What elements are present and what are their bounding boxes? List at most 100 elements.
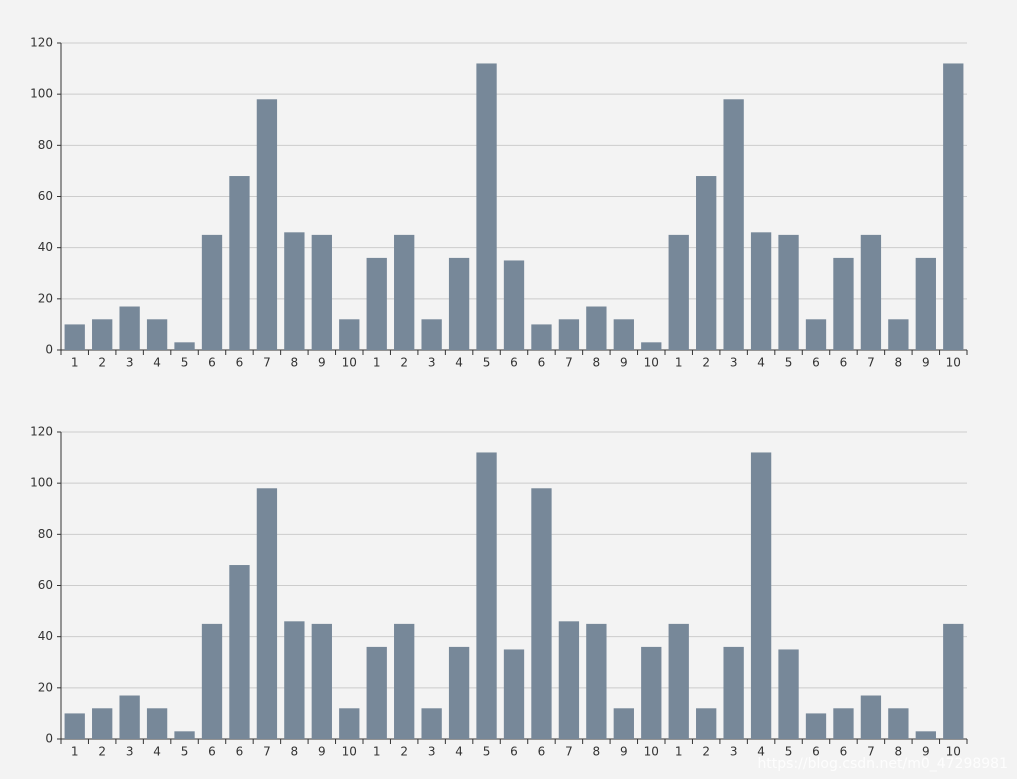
watermark: https://blog.csdn.net/m0_47298981 <box>757 756 1008 772</box>
x-tick-label: 1 <box>675 745 683 759</box>
x-tick-label: 7 <box>867 745 875 759</box>
x-tick-label: 2 <box>98 745 106 759</box>
bar <box>201 623 223 739</box>
y-tick-label: 0 <box>45 732 53 746</box>
bar <box>229 565 250 739</box>
x-tick-label: 5 <box>785 356 793 370</box>
x-tick-label: 5 <box>483 356 491 370</box>
bar <box>64 713 85 739</box>
x-tick-label: 6 <box>236 745 244 759</box>
bar <box>586 306 607 350</box>
bar <box>92 708 113 739</box>
bar <box>778 234 799 350</box>
bar <box>339 708 360 739</box>
x-tick-label: 7 <box>263 356 271 370</box>
bar <box>311 623 332 739</box>
bar <box>531 488 552 739</box>
bar <box>339 319 360 350</box>
x-tick-label: 4 <box>757 356 765 370</box>
bar <box>531 324 552 350</box>
bar <box>503 649 525 739</box>
bar <box>668 234 689 350</box>
bar <box>805 713 827 739</box>
x-tick-label: 10 <box>946 356 961 370</box>
x-tick-label: 10 <box>644 745 659 759</box>
x-tick-label: 5 <box>181 356 189 370</box>
x-tick-label: 1 <box>373 356 381 370</box>
x-tick-label: 10 <box>946 745 961 759</box>
bar <box>476 63 497 350</box>
y-tick-label: 60 <box>38 189 53 203</box>
bar <box>860 234 882 350</box>
x-tick-label: 8 <box>291 356 299 370</box>
x-tick-label: 2 <box>400 356 408 370</box>
x-tick-label: 3 <box>730 356 738 370</box>
bar <box>366 646 387 739</box>
bar <box>421 708 442 739</box>
y-tick-label: 100 <box>30 476 53 490</box>
x-tick-label: 3 <box>428 356 436 370</box>
bar <box>696 176 717 350</box>
bar <box>558 621 580 739</box>
x-tick-label: 2 <box>98 356 106 370</box>
x-tick-label: 9 <box>318 356 326 370</box>
bar <box>448 646 470 739</box>
bar <box>860 695 882 739</box>
x-tick-label: 8 <box>895 356 903 370</box>
bar <box>146 319 168 350</box>
x-tick-label: 2 <box>702 356 710 370</box>
y-tick-label: 80 <box>38 138 53 152</box>
x-tick-label: 9 <box>620 745 628 759</box>
bar <box>421 319 442 350</box>
bar <box>558 319 580 350</box>
bar <box>174 342 195 350</box>
bar <box>613 708 634 739</box>
bar <box>256 99 278 351</box>
y-tick-label: 120 <box>30 425 53 439</box>
y-tick-label: 20 <box>38 680 53 694</box>
bar <box>778 649 799 739</box>
y-tick-label: 80 <box>38 527 53 541</box>
x-tick-label: 9 <box>922 356 930 370</box>
bar <box>613 319 634 350</box>
bar <box>641 646 662 739</box>
x-tick-label: 3 <box>730 745 738 759</box>
y-tick-label: 40 <box>38 629 53 643</box>
bar <box>503 260 525 350</box>
bar <box>119 695 140 739</box>
x-tick-label: 8 <box>895 745 903 759</box>
x-tick-label: 1 <box>373 745 381 759</box>
x-tick-label: 7 <box>867 356 875 370</box>
y-tick-label: 60 <box>38 578 53 592</box>
bar <box>915 731 936 739</box>
bar <box>476 452 497 739</box>
x-tick-label: 4 <box>757 745 765 759</box>
bar <box>256 488 278 739</box>
bar <box>888 319 909 350</box>
x-tick-label: 3 <box>126 356 134 370</box>
bar <box>750 452 772 739</box>
bar <box>284 232 305 350</box>
x-tick-label: 1 <box>675 356 683 370</box>
x-tick-label: 9 <box>620 356 628 370</box>
x-tick-label: 6 <box>208 745 216 759</box>
x-tick-label: 6 <box>510 745 518 759</box>
x-tick-label: 3 <box>126 745 134 759</box>
x-tick-label: 9 <box>318 745 326 759</box>
x-tick-label: 3 <box>428 745 436 759</box>
bar <box>833 708 854 739</box>
bar <box>119 306 140 350</box>
x-tick-label: 7 <box>565 745 573 759</box>
x-tick-label: 6 <box>208 356 216 370</box>
y-tick-label: 120 <box>30 36 53 50</box>
x-tick-label: 1 <box>71 745 79 759</box>
x-tick-label: 6 <box>812 745 820 759</box>
x-tick-label: 5 <box>785 745 793 759</box>
bar <box>586 623 607 739</box>
bar <box>943 63 964 350</box>
bar <box>201 234 223 350</box>
bar <box>833 257 854 350</box>
x-tick-label: 8 <box>291 745 299 759</box>
